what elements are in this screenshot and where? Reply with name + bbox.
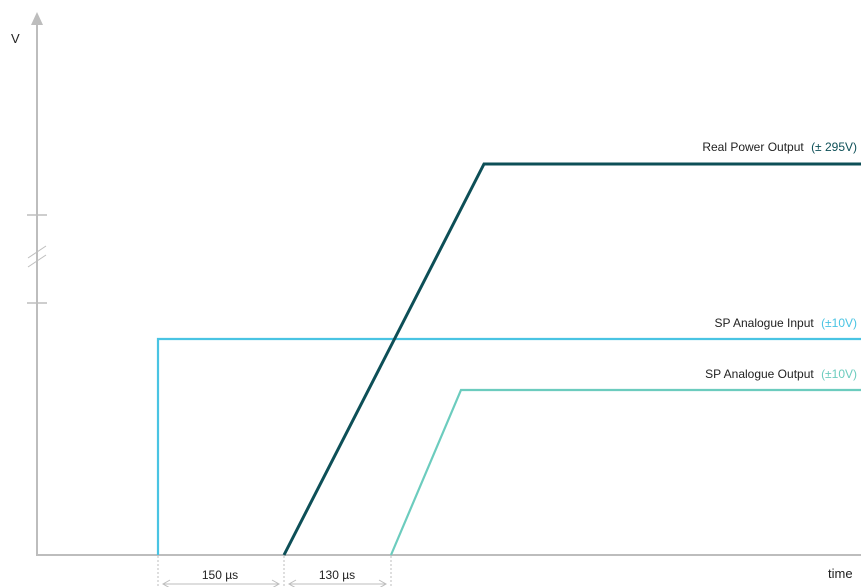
label-analogue-input-range: (±10V) (821, 316, 857, 330)
trace-analogue-input (156, 337, 861, 555)
label-analogue-output-range: (±10V) (821, 367, 857, 381)
trace-real-power (282, 162, 861, 556)
label-real-power-name: Real Power Output (702, 140, 804, 154)
label-analogue-output-name: SP Analogue Output (705, 367, 814, 381)
axes (27, 12, 861, 556)
trace-analogue-output (389, 388, 861, 556)
y-axis-arrow-icon (31, 12, 43, 25)
dimension-markers (157, 556, 392, 587)
interval-label-150: 150 µs (202, 568, 238, 582)
label-real-power: Real Power Output (± 295V) (702, 140, 857, 154)
y-axis-label: V (11, 31, 20, 46)
y-axis-break-slash-1 (27, 245, 47, 259)
label-analogue-input-name: SP Analogue Input (715, 316, 815, 330)
y-axis-break-slash-2 (27, 254, 47, 268)
interval-label-130: 130 µs (319, 568, 355, 582)
label-real-power-range: (± 295V) (811, 140, 857, 154)
label-analogue-output: SP Analogue Output (±10V) (705, 367, 857, 381)
x-axis-label: time (828, 566, 853, 581)
label-analogue-input: SP Analogue Input (±10V) (715, 316, 857, 330)
